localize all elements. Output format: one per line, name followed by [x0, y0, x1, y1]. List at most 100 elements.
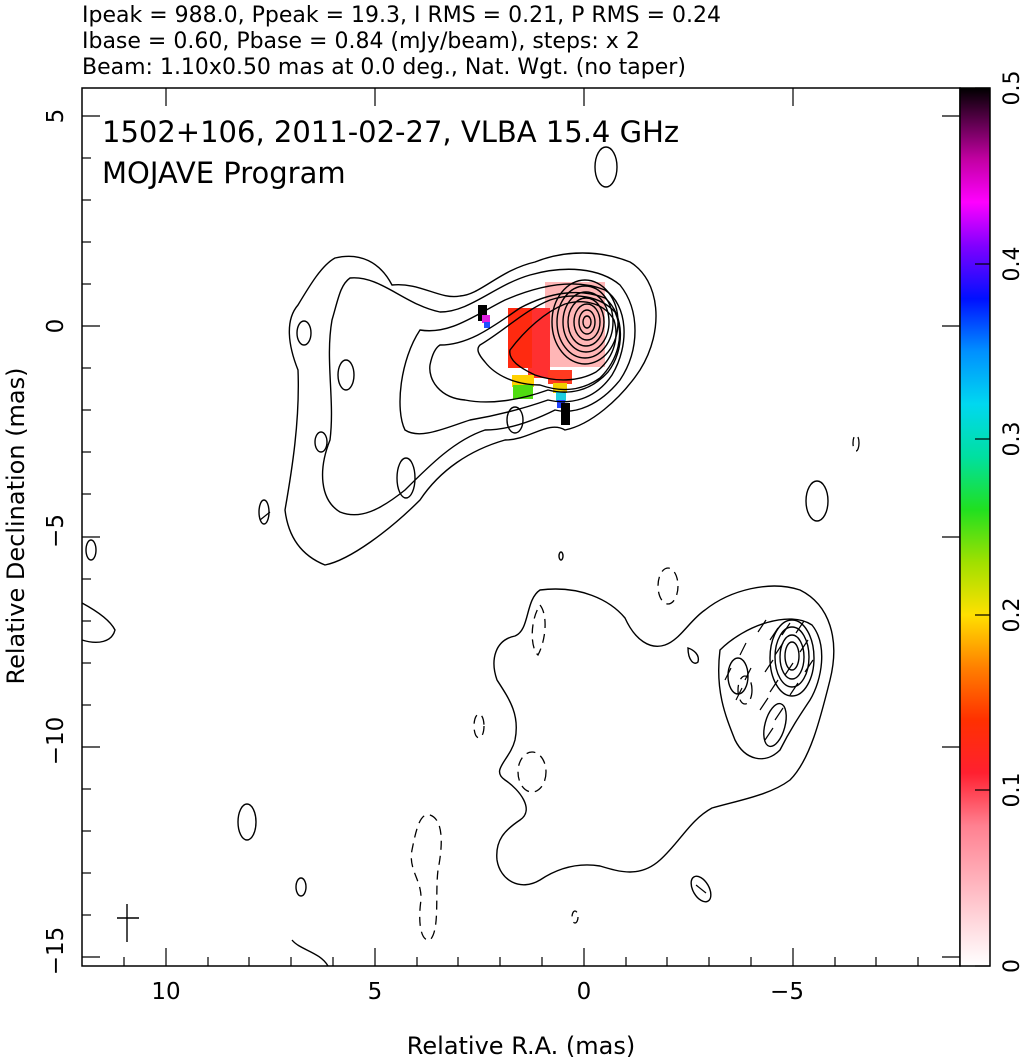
- neg-contour-2: [517, 751, 547, 793]
- contour-isolated-5: [295, 877, 307, 897]
- header-line-3: Beam: 1.10x0.50 mas at 0.0 deg., Nat. Wg…: [82, 55, 686, 80]
- pol-vector: [774, 707, 784, 721]
- contour-6: [509, 301, 617, 381]
- y-tick-label: 5: [43, 109, 69, 124]
- contour-core-6: [578, 309, 596, 335]
- x-tick-label: 0: [577, 979, 592, 1005]
- y-tick-label: −15: [43, 927, 69, 976]
- x-axis-label: Relative R.A. (mas): [407, 1032, 635, 1060]
- contour-lower-7: [727, 657, 749, 695]
- contour-isolated-3: [237, 803, 257, 841]
- pol-vector: [739, 642, 747, 656]
- contour-isolated-2: [805, 480, 829, 522]
- pol-patch-black-upper: [478, 305, 487, 321]
- pol-patch-blue-upper: [484, 322, 490, 328]
- contour-hole-4: [506, 406, 524, 434]
- contour-lower-6: [784, 641, 800, 671]
- contour-lower-4: [774, 626, 810, 688]
- colorbar: [959, 87, 991, 967]
- contour-core-5: [573, 303, 601, 341]
- neg-contour-3: [657, 567, 679, 605]
- pol-patch-black-lower: [561, 403, 570, 425]
- contour-edge-bottom: [291, 939, 329, 967]
- pol-vector: [724, 667, 732, 681]
- pol-vector: [759, 697, 769, 711]
- colorbar-label: 0.3: [1000, 422, 1022, 457]
- contour-isolated-1: [594, 146, 618, 188]
- contour-isolated-7: [258, 499, 270, 525]
- contour-lower-8: [763, 702, 787, 748]
- pol-vector: [695, 884, 707, 894]
- contour-lower-knot: [687, 647, 700, 664]
- pol-patch-cyan: [556, 392, 566, 402]
- pol-vector: [259, 511, 271, 521]
- pol-patch-green: [513, 385, 533, 399]
- program-annotation: MOJAVE Program: [102, 156, 346, 190]
- colorbar-label: 0.1: [1000, 773, 1022, 808]
- colorbar-label: 0.2: [1000, 598, 1022, 633]
- beam-marker: [117, 904, 139, 942]
- colorbar-label: 0.5: [1000, 71, 1022, 106]
- contour-lower-5: [779, 634, 805, 680]
- contour-lower-2: [717, 618, 823, 760]
- contour-lower-outer: [493, 585, 835, 886]
- y-tick-label: −5: [43, 514, 69, 548]
- pol-vector: [804, 659, 814, 673]
- contour-hole-1: [296, 320, 312, 346]
- contour-hole-3: [396, 457, 416, 499]
- x-tick-label: 10: [151, 979, 180, 1005]
- y-tick-label: 0: [43, 319, 69, 334]
- pol-patch-inner: [528, 308, 550, 378]
- pol-vector: [781, 622, 791, 636]
- source-annotation: 1502+106, 2011-02-27, VLBA 15.4 GHz: [102, 115, 679, 149]
- pol-vector: [764, 659, 774, 673]
- contour-hole-2: [314, 431, 328, 453]
- polarization-vectors: [259, 511, 814, 894]
- pol-vector: [764, 727, 774, 741]
- contour-core-4: [567, 297, 605, 347]
- pol-patch-yellow-2: [553, 383, 567, 393]
- pol-vector: [757, 619, 767, 633]
- contour-isolated-4: [85, 539, 97, 561]
- pol-vector: [774, 642, 784, 656]
- colorbar-label: 0.4: [1000, 247, 1022, 282]
- pol-vector: [795, 620, 805, 634]
- contour-core-3: [562, 291, 610, 353]
- neg-contour-6: [852, 434, 860, 452]
- y-axis-label: Relative Declination (mas): [2, 367, 30, 684]
- pol-vector: [769, 627, 779, 641]
- pol-vector: [799, 639, 809, 653]
- colorbar-label: 0: [1000, 959, 1022, 973]
- pol-patch-magenta: [482, 315, 490, 323]
- x-tick-label: −5: [770, 979, 804, 1005]
- contour-core-2: [556, 285, 614, 359]
- header-line-2: Ibase = 0.60, Pbase = 0.84 (mJy/beam), s…: [82, 29, 640, 54]
- neg-contour-4: [473, 713, 485, 739]
- pol-vector: [789, 682, 799, 696]
- neg-contour-5: [531, 603, 546, 657]
- contour-isolated-6: [558, 551, 564, 561]
- contour-outer: [284, 252, 657, 566]
- contour-lower-3: [769, 619, 815, 697]
- contour-core-1: [551, 279, 619, 365]
- neg-contour-8: [737, 675, 753, 705]
- negative-contours: [410, 434, 860, 941]
- contour-edge-left: [81, 602, 116, 643]
- contour-hole-5: [337, 359, 355, 391]
- neg-contour-1: [410, 814, 442, 941]
- contour-4: [429, 291, 622, 403]
- pol-vector: [784, 662, 794, 676]
- neg-contour-7: [571, 910, 579, 924]
- intensity-contours: [81, 146, 835, 967]
- contour-5: [477, 295, 621, 391]
- pol-vector: [744, 667, 752, 681]
- pol-patch-knot: [548, 370, 572, 384]
- x-axis-ticks: [123, 88, 919, 966]
- x-tick-label: 5: [368, 979, 383, 1005]
- pol-vector: [769, 679, 779, 693]
- contour-3: [399, 283, 625, 435]
- plot-frame: [81, 87, 961, 967]
- y-axis-ticks: [82, 115, 960, 958]
- y-tick-label: −10: [43, 717, 69, 766]
